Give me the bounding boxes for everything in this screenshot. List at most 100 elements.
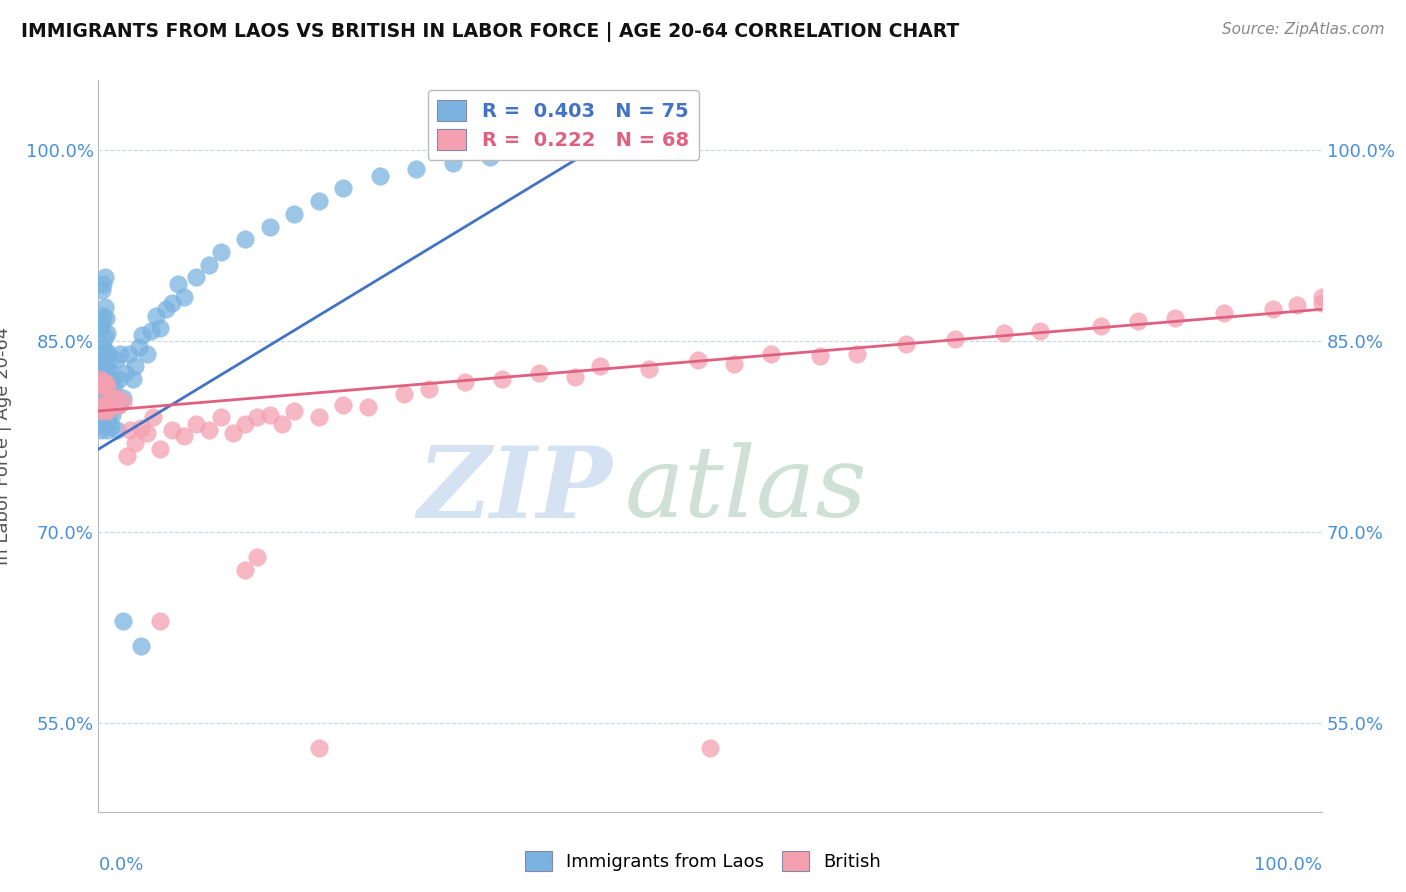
Point (91, 398, 114, 412)
Point (89, 398, 111, 412)
Point (118, 347, 141, 361)
Point (121, 372, 143, 386)
Point (101, 392, 124, 406)
Point (270, 417, 294, 431)
Point (89, 347, 111, 361)
Point (142, 410, 165, 425)
Point (107, 398, 129, 412)
Point (1310, 296, 1333, 310)
Point (103, 378, 125, 392)
Point (91, 401, 114, 416)
Point (527, 143, 550, 157)
Point (104, 353, 127, 368)
Point (308, 194, 330, 208)
Point (105, 423, 128, 437)
Point (90, 321, 112, 335)
Point (155, 302, 177, 317)
Point (845, 347, 868, 361)
Point (222, 425, 245, 440)
Point (94, 344, 117, 359)
Point (1310, 289, 1333, 303)
Point (93, 417, 115, 431)
Point (699, 741, 721, 756)
Point (90, 398, 112, 412)
Point (283, 207, 305, 221)
Point (186, 270, 208, 285)
Point (91, 315, 114, 329)
Point (93, 300, 115, 314)
Point (93, 359, 115, 374)
Point (110, 347, 132, 361)
Point (576, 139, 599, 153)
Point (332, 181, 354, 195)
Point (589, 359, 612, 374)
Point (405, 162, 427, 177)
Point (90, 359, 112, 374)
Point (308, 410, 330, 425)
Point (105, 392, 128, 406)
Point (93, 377, 115, 392)
Point (136, 347, 159, 361)
Point (332, 398, 354, 412)
Point (246, 410, 269, 425)
Point (283, 404, 305, 418)
Point (441, 156, 464, 170)
Point (368, 169, 391, 183)
Point (96, 378, 118, 392)
Point (686, 353, 709, 368)
Point (233, 417, 256, 431)
Legend: Immigrants from Laos, British: Immigrants from Laos, British (517, 844, 889, 879)
Point (173, 429, 195, 443)
Point (93, 387, 115, 401)
Point (91, 283, 114, 297)
Point (114, 366, 136, 380)
Point (129, 640, 152, 654)
Point (186, 417, 208, 431)
Point (1090, 318, 1112, 333)
Point (356, 401, 378, 415)
Text: 100.0%: 100.0% (1254, 855, 1322, 873)
Point (246, 550, 269, 565)
Point (139, 324, 162, 338)
Point (100, 419, 122, 434)
Legend: R =  0.403   N = 75, R =  0.222   N = 68: R = 0.403 N = 75, R = 0.222 N = 68 (427, 90, 699, 160)
Point (173, 289, 195, 303)
Point (94, 311, 117, 326)
Point (103, 398, 125, 412)
Point (1029, 324, 1052, 338)
Point (91, 347, 114, 361)
Point (418, 383, 440, 397)
Text: 0.0%: 0.0% (98, 855, 143, 873)
Point (91, 340, 114, 354)
Point (259, 219, 281, 234)
Point (93, 270, 115, 285)
Point (1286, 298, 1309, 312)
Point (96, 326, 118, 341)
Point (197, 423, 219, 437)
Point (101, 408, 124, 422)
Text: Source: ZipAtlas.com: Source: ZipAtlas.com (1222, 22, 1385, 37)
Point (90, 404, 112, 418)
Point (478, 150, 501, 164)
Point (94, 401, 117, 416)
Y-axis label: In Labor Force | Age 20-64: In Labor Force | Age 20-64 (0, 326, 11, 566)
Point (149, 321, 172, 335)
Point (1164, 311, 1187, 326)
Point (209, 410, 232, 425)
Point (392, 387, 416, 401)
Point (1128, 314, 1150, 328)
Point (101, 398, 124, 412)
Point (527, 366, 550, 380)
Point (111, 392, 134, 406)
Point (993, 326, 1015, 341)
Point (98, 393, 121, 408)
Point (197, 258, 219, 272)
Point (167, 277, 190, 291)
Point (233, 232, 256, 246)
Point (149, 614, 172, 628)
Point (108, 398, 131, 412)
Text: atlas: atlas (624, 442, 868, 538)
Point (108, 372, 131, 386)
Point (564, 369, 586, 384)
Point (96, 423, 118, 437)
